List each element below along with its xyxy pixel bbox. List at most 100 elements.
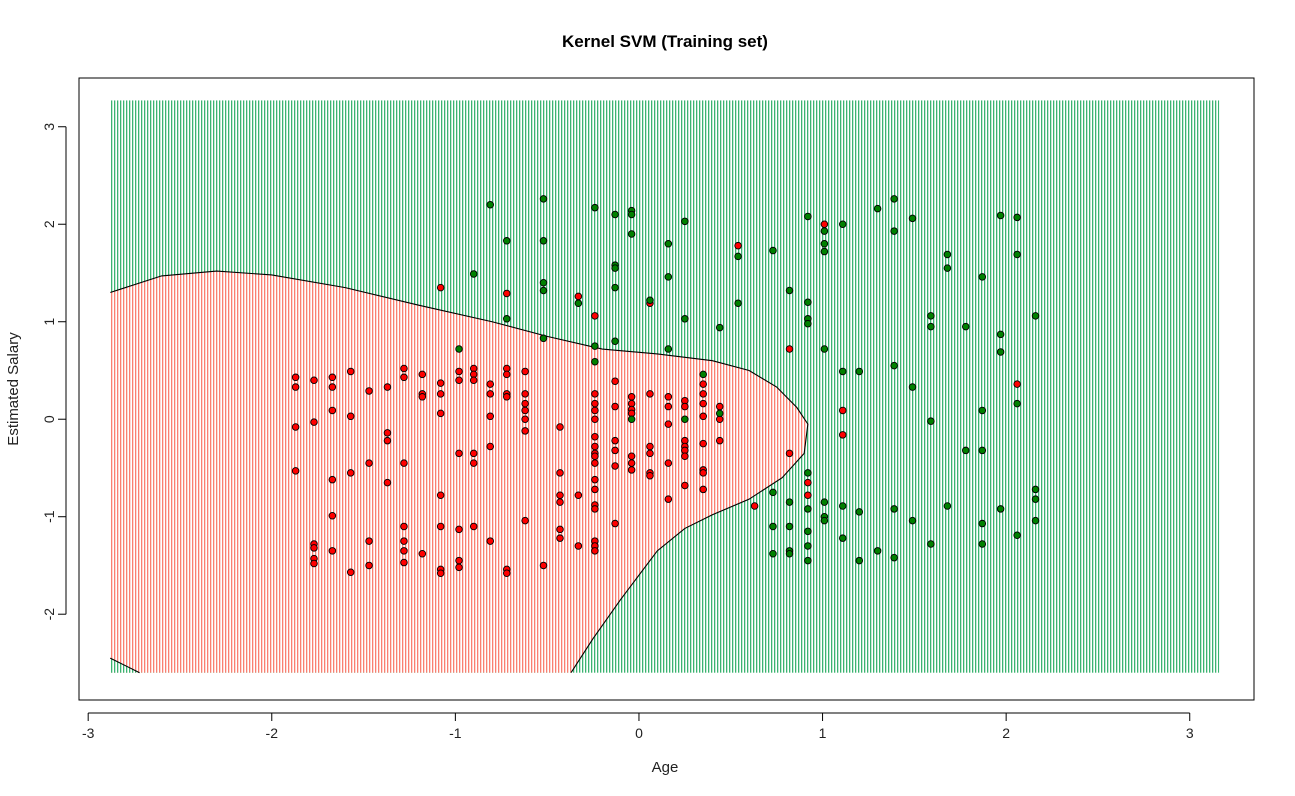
point-class-1 xyxy=(839,534,847,542)
point-class-1 xyxy=(804,319,812,328)
point-class-1 xyxy=(611,210,619,219)
point-class-0 xyxy=(400,373,408,382)
point-class-0 xyxy=(556,423,564,431)
point-class-0 xyxy=(503,289,511,298)
point-class-0 xyxy=(521,427,529,435)
point-class-1 xyxy=(539,195,548,203)
y-tick-label: -2 xyxy=(41,608,57,621)
point-class-0 xyxy=(400,364,408,373)
point-class-0 xyxy=(486,380,495,388)
point-class-0 xyxy=(418,550,427,558)
point-class-1 xyxy=(539,286,548,295)
point-class-1 xyxy=(804,505,812,513)
point-class-1 xyxy=(1031,516,1040,525)
point-class-1 xyxy=(820,498,829,506)
point-class-1 xyxy=(890,195,898,203)
point-class-1 xyxy=(820,516,829,525)
point-class-0 xyxy=(591,485,599,494)
point-class-1 xyxy=(785,286,794,295)
point-class-1 xyxy=(927,322,935,331)
point-class-1 xyxy=(855,367,864,376)
point-class-0 xyxy=(455,367,463,376)
point-class-1 xyxy=(804,469,812,477)
point-class-0 xyxy=(418,393,427,401)
point-class-0 xyxy=(400,558,408,567)
point-class-1 xyxy=(503,237,511,245)
point-class-0 xyxy=(469,522,478,531)
point-class-1 xyxy=(1013,250,1021,259)
point-class-0 xyxy=(539,561,548,570)
point-class-1 xyxy=(873,204,882,213)
point-class-0 xyxy=(611,462,619,470)
point-class-0 xyxy=(400,522,408,531)
point-class-1 xyxy=(785,550,794,558)
point-class-1 xyxy=(769,488,777,497)
point-class-1 xyxy=(681,217,689,226)
point-class-1 xyxy=(943,250,952,259)
point-class-0 xyxy=(521,516,529,525)
point-class-0 xyxy=(839,406,847,415)
point-class-0 xyxy=(521,367,529,376)
point-class-0 xyxy=(591,390,599,398)
point-class-0 xyxy=(365,387,373,395)
decision-boundary-corner xyxy=(109,657,140,674)
point-class-1 xyxy=(627,210,636,219)
point-class-0 xyxy=(785,449,794,458)
point-class-1 xyxy=(1031,495,1040,503)
point-class-1 xyxy=(681,415,689,423)
point-class-0 xyxy=(503,569,511,578)
point-class-1 xyxy=(820,239,829,248)
point-class-1 xyxy=(539,334,548,343)
point-class-0 xyxy=(734,241,742,250)
point-class-0 xyxy=(328,406,337,415)
point-class-0 xyxy=(436,491,445,500)
point-class-1 xyxy=(611,337,619,345)
point-class-1 xyxy=(927,540,935,548)
point-class-1 xyxy=(908,214,917,223)
point-class-0 xyxy=(436,522,445,531)
point-class-0 xyxy=(521,415,529,423)
x-axis: -3 -2 -1 0 1 2 3 xyxy=(82,712,1194,741)
point-class-1 xyxy=(996,211,1005,220)
point-class-0 xyxy=(328,511,337,520)
point-class-0 xyxy=(574,292,583,301)
plot-frame xyxy=(78,77,1255,701)
y-tick-label: 2 xyxy=(41,220,57,228)
point-class-1 xyxy=(804,542,812,550)
point-class-1 xyxy=(611,283,619,292)
point-class-0 xyxy=(591,442,599,451)
point-class-1 xyxy=(769,246,777,255)
point-class-1 xyxy=(785,498,794,506)
point-class-0 xyxy=(310,376,318,384)
y-tick-label: 3 xyxy=(41,123,57,131)
point-class-1 xyxy=(996,330,1005,339)
point-class-1 xyxy=(978,540,987,548)
point-class-1 xyxy=(996,505,1005,513)
point-class-0 xyxy=(1013,380,1021,388)
point-class-0 xyxy=(365,459,373,467)
point-class-0 xyxy=(627,452,636,461)
point-class-0 xyxy=(699,399,707,408)
point-class-0 xyxy=(455,563,463,572)
point-class-0 xyxy=(699,485,707,494)
point-class-0 xyxy=(486,442,495,451)
point-class-1 xyxy=(820,227,829,235)
point-class-0 xyxy=(436,379,445,387)
point-class-1 xyxy=(469,270,478,278)
point-class-0 xyxy=(591,475,599,484)
point-class-1 xyxy=(1031,485,1040,494)
point-class-1 xyxy=(591,203,599,212)
point-class-0 xyxy=(328,547,337,555)
point-class-0 xyxy=(346,469,355,477)
point-class-1 xyxy=(873,547,882,555)
point-class-0 xyxy=(804,491,812,500)
point-class-0 xyxy=(664,402,673,411)
point-class-0 xyxy=(591,415,599,423)
point-class-1 xyxy=(627,230,636,238)
point-class-1 xyxy=(664,273,673,281)
point-class-1 xyxy=(734,299,742,307)
point-class-1 xyxy=(978,519,987,528)
point-class-1 xyxy=(664,239,673,248)
point-class-0 xyxy=(310,418,318,426)
